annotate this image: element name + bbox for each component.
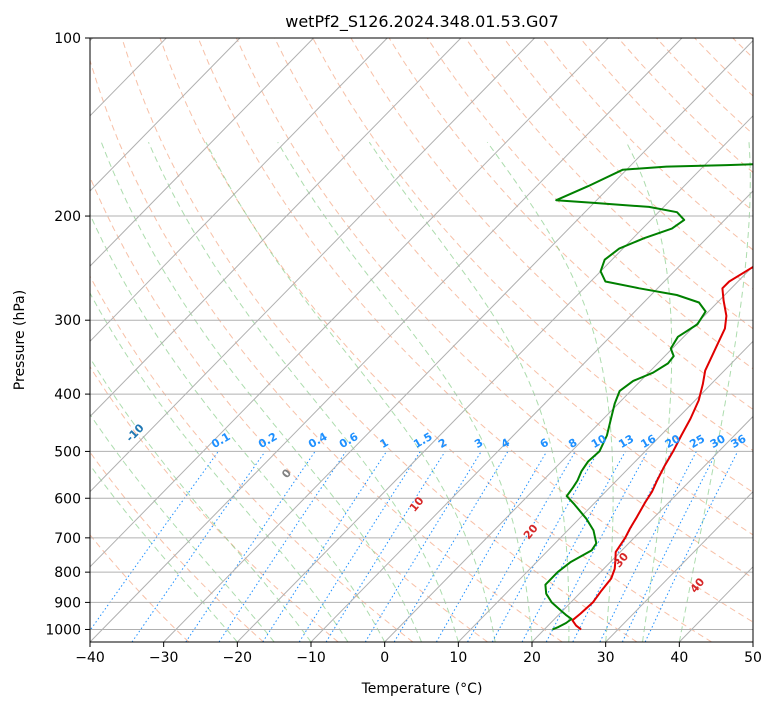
mixing-ratio-line [599,451,697,642]
dry-adiabat-line [121,38,638,642]
dry-adiabat-line [388,38,753,411]
mixing-ratio-line [521,451,626,642]
mixing-ratio-line [364,451,482,642]
mixing-ratio-line [90,451,219,632]
dry-adiabat-line [90,365,339,642]
mixing-ratio-line [218,451,347,642]
dry-adiabat-line [235,38,753,579]
dewpoint-profile-line [544,163,753,631]
chart-title: wetPf2_S126.2024.348.01.53.G07 [285,12,559,32]
dry-adiabat-line [465,38,753,330]
x-tick-label: 0 [380,650,389,666]
isotherm-gridline [90,38,241,192]
plot-area: 0.10.20.40.611.52346810131620253036-100-… [90,38,753,642]
x-tick-label: 10 [449,650,467,666]
x-tick-label: 50 [744,650,762,666]
isotherm-gridline [605,490,753,642]
x-tick-label: 40 [670,650,688,666]
x-tick-label: −10 [296,650,326,666]
mixing-ratio-line [621,451,718,642]
y-axis-title: Pressure (hPa) [12,290,28,390]
gridlines [90,38,753,642]
mixing-ratio-line [467,451,576,642]
mixing-ratio-line [185,451,316,642]
y-tick-label: 800 [54,565,81,581]
dry-adiabat-line [197,38,753,623]
mixing-ratio-line [262,451,388,642]
dry-adiabat-line [90,176,488,642]
isotherm-gridline [236,115,753,642]
y-tick-label: 200 [54,209,81,225]
mixing-ratio-line [131,451,266,642]
dry-adiabat-line [426,38,753,370]
isotherm-gridline [163,39,753,642]
y-tick-label: 300 [54,313,81,329]
y-tick-label: 1000 [45,622,81,638]
temperature-profile-line [571,265,753,631]
y-tick-label: 500 [54,444,81,460]
x-tick-label: −40 [75,650,105,666]
isotherm-gridline [90,38,609,568]
isotherm-gridline [310,190,753,642]
x-axis-title: Temperature (°C) [361,681,483,697]
x-axis: −40 −30 −20 −10 0 10 20 30 40 50 [75,642,762,666]
dry-adiabat-line [90,451,264,642]
dry-adiabat-line [312,38,753,493]
isotherm-gridline [457,340,753,642]
y-tick-label: 400 [54,387,81,403]
x-tick-label: 20 [523,650,541,666]
reference-line-labels: 0.10.20.40.611.52346810131620253036-100-… [123,421,748,595]
plot-frame [89,37,754,643]
isotherm-gridline [90,38,388,343]
y-tick-label: 100 [54,31,81,47]
isotherm-gridline [90,38,683,642]
x-tick-label: −20 [223,650,253,666]
isotherm-gridline [90,38,462,418]
isotherm-gridline [90,38,314,267]
x-tick-label: −30 [149,650,179,666]
y-tick-label: 600 [54,491,81,507]
dry-adiabat-line [159,38,712,642]
isotherm-gridline [384,265,753,642]
isotherm-gridline [531,415,753,642]
y-axis: 100 200 300 400 500 600 700 800 900 1000 [45,31,90,638]
y-tick-label: 900 [54,595,81,611]
dry-adiabat-line [350,38,753,452]
dry-adiabat-line [90,58,563,642]
x-tick-label: 30 [597,650,615,666]
mixing-ratio-line [298,451,421,642]
sounding-lines [544,163,753,631]
y-tick-label: 700 [54,531,81,547]
isotherm-gridline [90,38,535,493]
